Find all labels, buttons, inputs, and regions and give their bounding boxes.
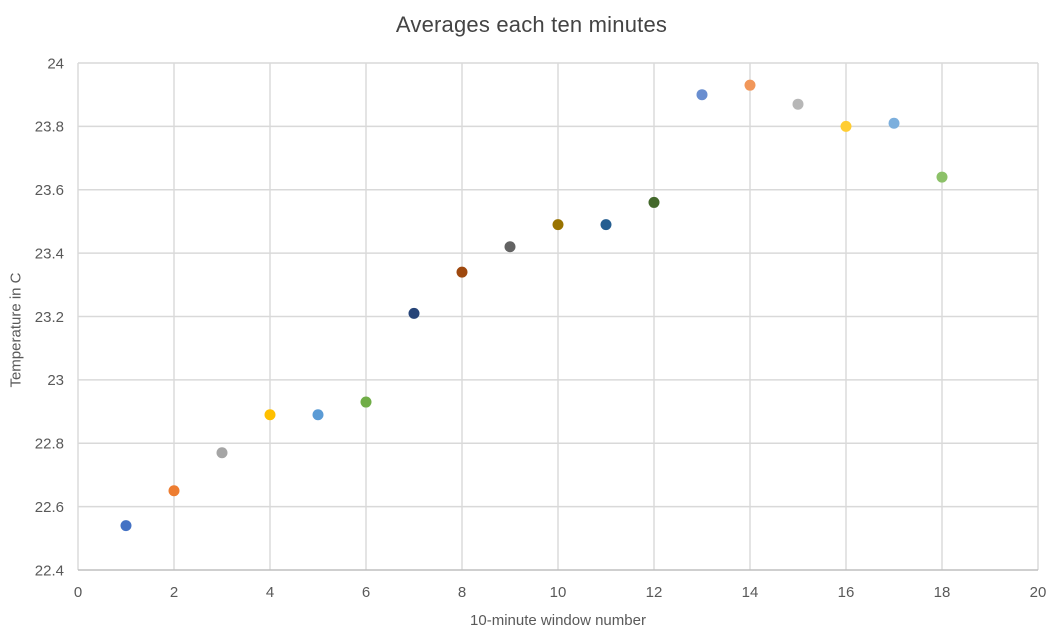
data-point[interactable]: [456, 266, 468, 278]
x-tick-label: 6: [362, 584, 370, 601]
data-point[interactable]: [600, 219, 612, 231]
x-tick-label: 12: [646, 584, 663, 601]
data-point[interactable]: [744, 79, 756, 91]
data-point[interactable]: [120, 520, 132, 532]
x-tick-label: 18: [934, 584, 951, 601]
data-point[interactable]: [408, 307, 420, 319]
x-tick-label: 0: [74, 584, 82, 601]
y-tick-label: 23.6: [35, 182, 64, 199]
x-tick-label: 4: [266, 584, 274, 601]
data-point[interactable]: [696, 89, 708, 101]
y-tick-label: 23.2: [35, 309, 64, 326]
data-point[interactable]: [168, 485, 180, 497]
data-point[interactable]: [840, 120, 852, 132]
chart-title: Averages each ten minutes: [395, 12, 668, 37]
data-point[interactable]: [552, 219, 564, 231]
data-point[interactable]: [312, 409, 324, 421]
data-point[interactable]: [888, 117, 900, 129]
data-point[interactable]: [936, 171, 948, 183]
y-tick-label: 23.8: [35, 119, 64, 136]
x-tick-label: 10: [550, 584, 567, 601]
x-tick-label: 20: [1030, 584, 1047, 601]
y-tick-label: 22.8: [35, 436, 64, 453]
x-tick-label: 14: [742, 584, 759, 601]
data-point[interactable]: [792, 98, 804, 110]
y-tick-label: 23.4: [35, 245, 64, 262]
x-axis-title: 10-minute window number: [470, 612, 646, 629]
x-tick-label: 16: [838, 584, 855, 601]
y-tick-label: 22.4: [35, 562, 64, 579]
data-point[interactable]: [264, 409, 276, 421]
y-tick-label: 23: [47, 372, 64, 389]
x-tick-label: 8: [458, 584, 466, 601]
data-point[interactable]: [648, 196, 660, 208]
data-point[interactable]: [360, 396, 372, 408]
x-tick-label: 2: [170, 584, 178, 601]
data-point[interactable]: [216, 447, 228, 459]
y-tick-label: 22.6: [35, 499, 64, 516]
data-point[interactable]: [504, 241, 516, 253]
y-axis-title: Temperature in C: [7, 272, 25, 388]
y-tick-label: 24: [47, 55, 64, 72]
